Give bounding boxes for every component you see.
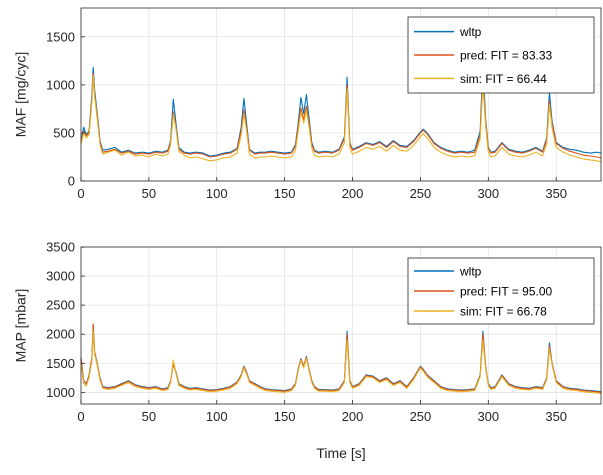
- map-x-tick-label-50: 50: [142, 409, 156, 424]
- map-y-ticks: 1000 1500 2000 2500 3000 3500: [46, 240, 85, 400]
- maf-y-tick-label-0: 0: [68, 174, 75, 189]
- map-legend: wltp pred: FIT = 95.00 sim: FIT = 66.78: [407, 257, 595, 325]
- map-x-tick-label-300: 300: [477, 409, 499, 424]
- maf-x-tick-label-350: 350: [545, 186, 567, 201]
- map-x-axis-label: Time [s]: [316, 445, 365, 461]
- maf-chart-panel: 0 50 100 150 200 250 300 350 0 500 1000 1500 MAF […: [13, 7, 602, 201]
- map-y-axis-label: MAP [mbar]: [13, 289, 29, 363]
- map-x-tick-label-150: 150: [274, 409, 296, 424]
- maf-legend-label-sim: sim: FIT = 66.44: [460, 72, 547, 86]
- maf-x-tick-label-100: 100: [206, 186, 228, 201]
- map-x-tick-label-200: 200: [342, 409, 364, 424]
- maf-series-sim-line: [80, 74, 602, 163]
- map-chart-panel: 0 50 100 150 200 250 300 350 1000 1500 2000 2500 30…: [13, 240, 602, 461]
- maf-legend-label-pred: pred: FIT = 83.33: [460, 49, 552, 63]
- maf-y-tick-label-1000: 1000: [46, 77, 75, 92]
- maf-y-tick-label-1500: 1500: [46, 29, 75, 44]
- maf-x-tick-label-200: 200: [342, 186, 364, 201]
- maf-legend-label-wltp: wltp: [459, 25, 482, 39]
- map-y-tick-label-1000: 1000: [46, 385, 75, 400]
- map-x-tick-label-0: 0: [77, 409, 84, 424]
- map-x-tick-label-100: 100: [206, 409, 228, 424]
- maf-x-tick-label-250: 250: [410, 186, 432, 201]
- map-legend-label-pred: pred: FIT = 95.00: [460, 285, 552, 299]
- maf-x-tick-label-0: 0: [77, 186, 84, 201]
- maf-x-ticks: 0 50 100 150 200 250 300 350: [77, 177, 567, 201]
- maf-x-tick-label-150: 150: [274, 186, 296, 201]
- map-y-tick-label-3000: 3000: [46, 269, 75, 284]
- map-y-tick-label-2000: 2000: [46, 327, 75, 342]
- maf-y-axis-label: MAF [mg/cyc]: [13, 52, 29, 138]
- maf-axes-frame: [80, 7, 602, 182]
- map-x-tick-label-250: 250: [410, 409, 432, 424]
- maf-y-tick-label-500: 500: [53, 125, 75, 140]
- map-series-group: [80, 323, 602, 395]
- maf-x-tick-label-300: 300: [477, 186, 499, 201]
- map-series-sim-line: [80, 330, 602, 395]
- maf-series-pred-line: [80, 72, 602, 159]
- map-legend-label-wltp: wltp: [459, 265, 482, 279]
- maf-x-tick-label-50: 50: [142, 186, 156, 201]
- map-y-tick-label-3500: 3500: [46, 240, 75, 255]
- map-x-tick-label-350: 350: [545, 409, 567, 424]
- map-axes-frame: [80, 246, 602, 405]
- map-y-tick-label-1500: 1500: [46, 356, 75, 371]
- map-legend-label-sim: sim: FIT = 66.78: [460, 305, 547, 319]
- maf-y-ticks: 0 500 1000 1500: [46, 29, 85, 189]
- maf-legend: wltp pred: FIT = 83.33 sim: FIT = 66.44: [407, 16, 595, 94]
- map-x-ticks: 0 50 100 150 200 250 300 350: [77, 400, 567, 424]
- map-y-tick-label-2500: 2500: [46, 298, 75, 313]
- maf-series-group: [80, 63, 602, 163]
